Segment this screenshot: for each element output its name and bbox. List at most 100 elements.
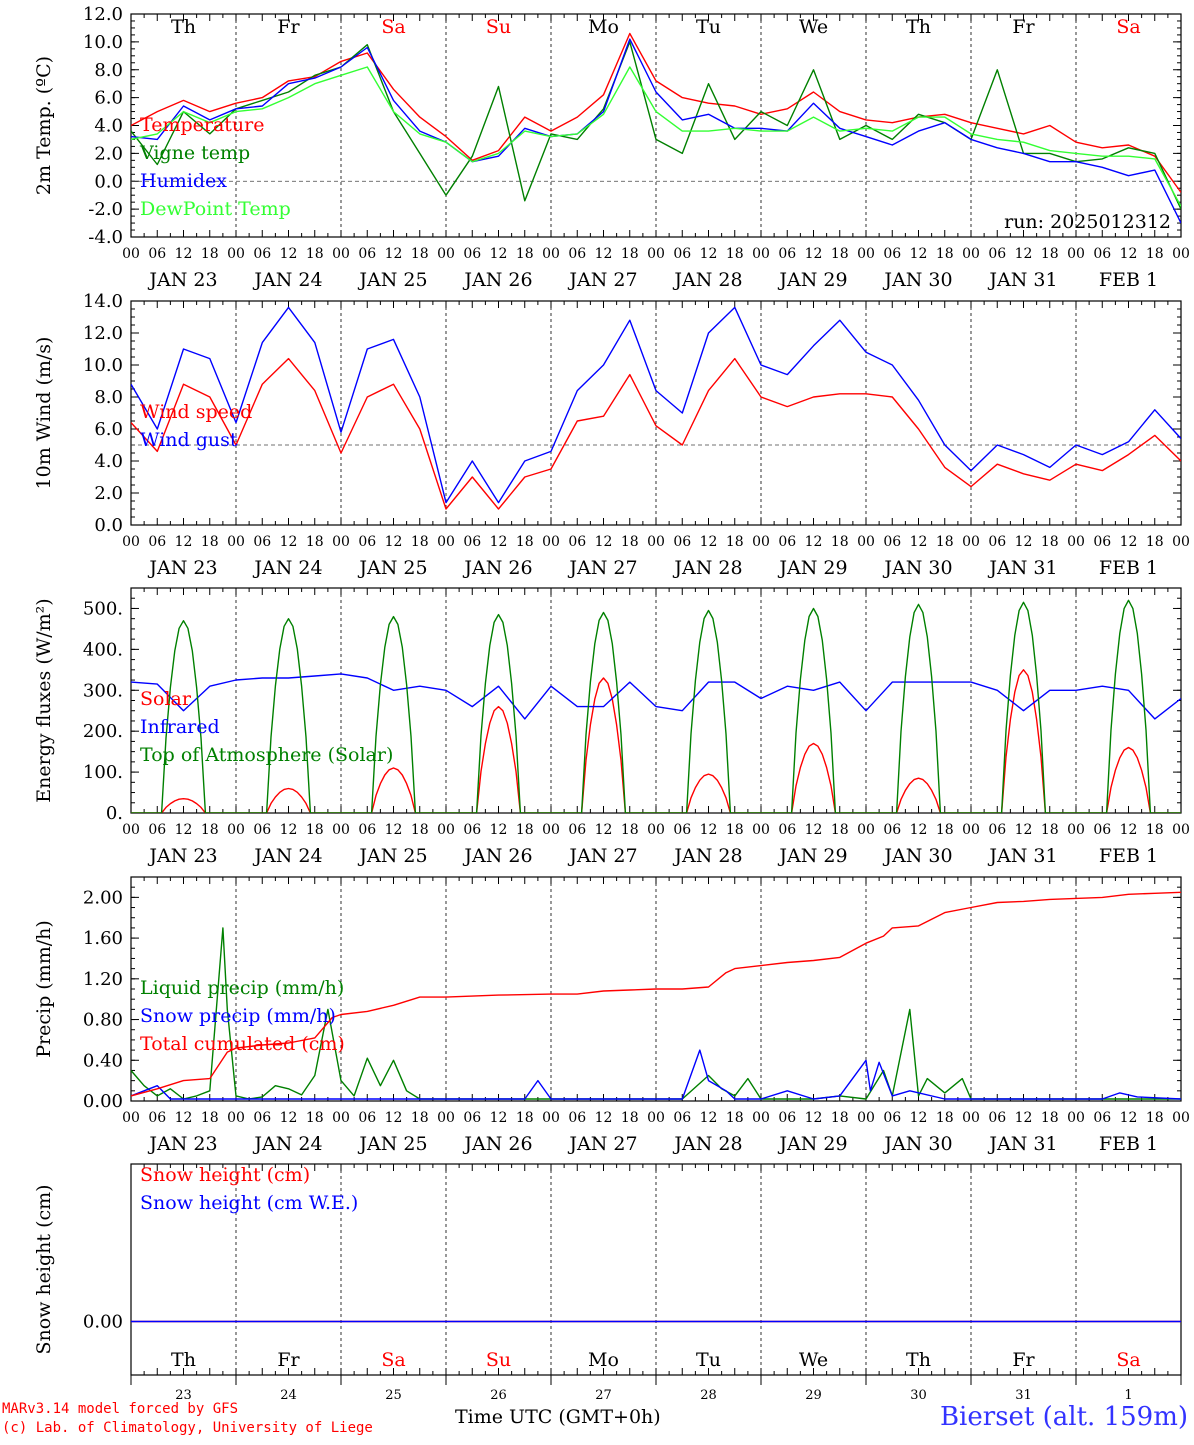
x-date-label: JAN 23 (147, 845, 217, 867)
x-hour-label: 00 (962, 534, 980, 550)
y-tick-label: 8.0 (94, 60, 123, 81)
x-hour-label: 18 (936, 246, 954, 262)
x-hour-label: 18 (621, 822, 639, 838)
legend-entry: Temperature (140, 114, 264, 136)
x-hour-label: 06 (1093, 1110, 1111, 1126)
x-hour-label: 00 (752, 246, 770, 262)
y-tick-label: 14.0 (83, 291, 123, 312)
x-hour-label: 12 (700, 822, 718, 838)
y-tick-label: 0.40 (83, 1050, 123, 1071)
x-hour-label: 18 (936, 534, 954, 550)
y-tick-label: 4.0 (94, 451, 123, 472)
y-tick-label: 12.0 (83, 323, 123, 344)
x-date-label: JAN 25 (357, 845, 427, 867)
y-tick-label: 200. (83, 721, 123, 742)
x-hour-label: 18 (726, 1110, 744, 1126)
x-hour-label: 00 (1067, 1110, 1085, 1126)
y-axis-title: Snow height (cm) (33, 1184, 55, 1354)
x-hour-label: 00 (437, 1110, 455, 1126)
y-axis-title: 10m Wind (m/s) (33, 337, 55, 490)
x-date-label: JAN 29 (777, 269, 847, 291)
x-hour-label: 00 (542, 534, 560, 550)
weekday-label: Sa (381, 1349, 405, 1371)
x-hour-label: 06 (463, 822, 481, 838)
y-tick-label: 10.0 (83, 355, 123, 376)
x-hour-label: 12 (175, 1110, 193, 1126)
x-hour-label: 06 (1093, 534, 1111, 550)
x-hour-label: 18 (411, 1110, 429, 1126)
x-hour-label: 00 (227, 534, 245, 550)
x-date-label: JAN 31 (987, 269, 1057, 291)
x-date-label: JAN 30 (882, 845, 952, 867)
x-date-label: JAN 27 (567, 845, 637, 867)
x-hour-label: 00 (647, 534, 665, 550)
x-hour-label: 12 (595, 534, 613, 550)
x-hour-label: 18 (201, 822, 219, 838)
x-hour-label: 00 (1172, 534, 1190, 550)
x-hour-label: 00 (332, 1110, 350, 1126)
x-date-label: JAN 28 (672, 269, 742, 291)
y-tick-label: 0.00 (83, 1091, 123, 1112)
x-hour-label: 18 (726, 534, 744, 550)
day-number-label: 26 (490, 1388, 507, 1403)
x-date-label: JAN 26 (462, 1133, 532, 1155)
x-date-label: FEB 1 (1099, 845, 1158, 867)
y-tick-label: 2.0 (94, 143, 123, 164)
x-date-label: JAN 27 (567, 269, 637, 291)
x-hour-label: 18 (516, 1110, 534, 1126)
y-axis-title: 2m Temp. (ºC) (33, 56, 55, 195)
series-group (131, 599, 1181, 813)
x-hour-label: 18 (411, 534, 429, 550)
legend-entry: Infrared (140, 716, 220, 738)
panel-1: -4.0 -2.0 0.0 2.0 4.0 6.0 8.0 10.0 12.0 2m Temp. … (33, 4, 1190, 291)
y-tick-label: 300. (83, 680, 123, 701)
series-line-1 (131, 669, 1181, 813)
x-date-label: JAN 28 (672, 845, 742, 867)
y-tick-label: 0. (106, 803, 123, 824)
weekday-label: Mo (588, 16, 619, 38)
x-hour-label: 00 (962, 1110, 980, 1126)
x-hour-label: 00 (122, 822, 140, 838)
x-hour-label: 06 (358, 822, 376, 838)
time-axis-title: Time UTC (GMT+0h) (455, 1406, 661, 1428)
x-hour-label: 18 (1146, 534, 1164, 550)
x-hour-label: 06 (673, 1110, 691, 1126)
model-credit-line: MARv3.14 model forced by GFS (2, 1401, 239, 1417)
x-hour-label: 06 (253, 822, 271, 838)
x-date-label: JAN 24 (252, 845, 322, 867)
y-tick-label: 0.0 (94, 515, 123, 536)
weekday-label: Sa (1116, 1349, 1140, 1371)
legend-entry: Total cumulated (cm) (140, 1033, 345, 1055)
x-hour-label: 18 (831, 534, 849, 550)
x-date-label: FEB 1 (1099, 269, 1158, 291)
x-hour-label: 12 (280, 534, 298, 550)
x-hour-label: 12 (1015, 246, 1033, 262)
x-hour-label: 18 (1041, 246, 1059, 262)
y-axis-title: Precip (mm/h) (33, 920, 55, 1058)
weekday-label: Fr (1012, 1349, 1035, 1371)
x-hour-label: 12 (595, 246, 613, 262)
x-hour-label: 12 (700, 1110, 718, 1126)
x-hour-label: 06 (988, 534, 1006, 550)
weekday-label: Su (486, 1349, 511, 1371)
x-date-label: JAN 30 (882, 269, 952, 291)
y-axis-title: Energy fluxes (W/m²) (33, 598, 55, 802)
panel-2: 0.0 2.0 4.0 6.0 8.0 10.0 12.0 14.0 10m Wind (m/s… (33, 291, 1190, 579)
x-hour-label: 06 (358, 246, 376, 262)
x-date-label: JAN 27 (567, 1133, 637, 1155)
x-hour-label: 00 (437, 822, 455, 838)
panel-5: 0.00 Snow height (cm) Snow height (cm) Snow… (33, 1163, 1182, 1376)
y-tick-label: 0.80 (83, 1010, 123, 1031)
weekday-label: Fr (277, 16, 300, 38)
x-hour-label: 06 (463, 1110, 481, 1126)
panel-3: 0. 100. 200. 300. 400. 500. Energy fluxes (W/m… (33, 587, 1190, 867)
run-label: run: 2025012312 (1004, 211, 1171, 233)
weekday-label: Sa (381, 16, 405, 38)
x-hour-label: 12 (1015, 822, 1033, 838)
x-date-label: JAN 28 (672, 1133, 742, 1155)
plot-frame (130, 300, 1182, 526)
x-hour-label: 00 (962, 822, 980, 838)
x-hour-label: 06 (883, 1110, 901, 1126)
weekday-label: Tu (696, 16, 721, 38)
x-hour-label: 18 (726, 246, 744, 262)
